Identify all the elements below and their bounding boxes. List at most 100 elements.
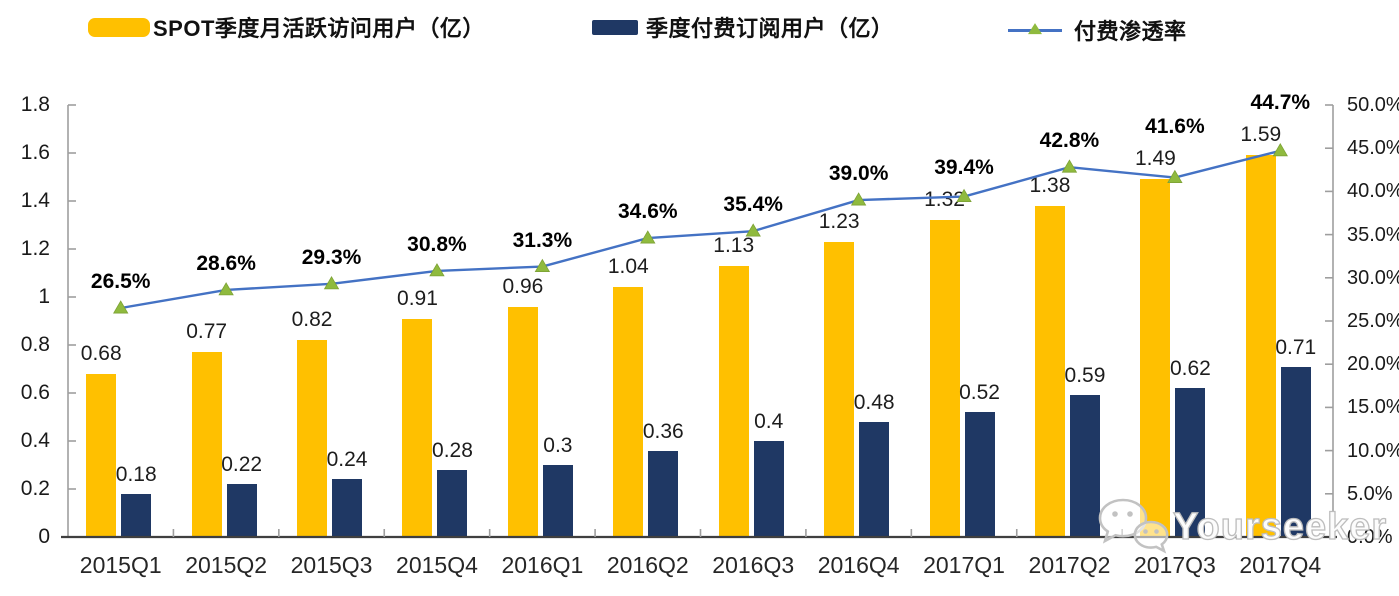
- bar-subscribers-value-label: 0.52: [959, 381, 1000, 405]
- bar-mau: [929, 220, 960, 537]
- penetration-point-marker-icon: [218, 282, 234, 296]
- penetration-line: [120, 149, 1281, 310]
- bar-subscribers-value-label: 0.59: [1064, 364, 1106, 388]
- x-axis-category-label: 2016Q3: [712, 552, 795, 578]
- left-axis-tick-label: 0.4: [20, 429, 50, 452]
- right-axis-tick-label: 45.0%: [1347, 137, 1399, 160]
- bar-mau: [718, 265, 749, 537]
- penetration-point-marker-icon: [113, 300, 129, 314]
- penetration-legend-triangle-icon: [1028, 23, 1042, 35]
- right-axis-tick-label: 5.0%: [1347, 482, 1393, 505]
- bar-mau-value-label: 1.32: [924, 188, 965, 212]
- penetration-percent-label: 30.8%: [407, 232, 467, 256]
- bar-subscribers: [542, 465, 573, 537]
- bar-subscribers: [332, 479, 363, 537]
- x-axis-category-label: 2015Q2: [185, 552, 268, 578]
- watermark-text: Yourseeker: [1172, 505, 1388, 548]
- x-axis-category-label: 2017Q1: [923, 552, 1005, 578]
- watermark: Yourseeker: [1093, 496, 1387, 558]
- bar-mau-value-label: 0.96: [502, 274, 544, 298]
- bar-mau-value-label: 1.04: [607, 255, 649, 279]
- bar-mau: [402, 318, 433, 537]
- penetration-percent-label: 42.8%: [1039, 129, 1100, 153]
- penetration-percent-label: 26.5%: [90, 270, 151, 294]
- left-axis-tick-label: 0.8: [20, 333, 50, 356]
- bar-subscribers-value-label: 0.28: [432, 438, 473, 462]
- bar-mau: [191, 352, 222, 537]
- bar-mau: [86, 373, 117, 537]
- bar-subscribers: [437, 469, 468, 537]
- bar-mau: [1245, 155, 1276, 537]
- legend-item-penetration: 付费渗透率: [1008, 16, 1187, 44]
- penetration-legend-line-icon: [1008, 23, 1062, 35]
- bar-subscribers: [648, 450, 679, 537]
- left-axis-tick-label: 0.6: [20, 381, 50, 404]
- bar-mau-value-label: 1.13: [713, 233, 755, 257]
- bar-subscribers-value-label: 0.71: [1275, 335, 1317, 359]
- x-axis-category-label: 2015Q1: [79, 552, 162, 578]
- left-axis-tick-label: 1.4: [20, 189, 50, 212]
- bar-mau-value-label: 0.68: [80, 341, 122, 365]
- bar-mau: [507, 306, 538, 537]
- penetration-percent-label: 41.6%: [1145, 115, 1205, 139]
- mau-legend-swatch-icon: [88, 17, 150, 37]
- bar-subscribers-value-label: 0.24: [326, 448, 368, 472]
- penetration-point-marker-icon: [640, 230, 656, 244]
- bar-mau-value-label: 1.23: [818, 209, 860, 233]
- penetration-point-marker-icon: [429, 263, 445, 277]
- cropped-yellow-artifact: [118, 0, 165, 7]
- right-axis-tick-label: 35.0%: [1347, 223, 1399, 246]
- right-axis-tick-label: 40.0%: [1347, 180, 1399, 203]
- subscribers-legend-label: 季度付费订阅用户（亿）: [646, 16, 894, 41]
- bar-mau: [613, 287, 644, 537]
- x-axis-category-label: 2017Q4: [1239, 552, 1322, 578]
- x-axis-category-label: 2017Q2: [1028, 552, 1111, 578]
- bar-subscribers-value-label: 0.3: [543, 434, 573, 457]
- bar-subscribers: [964, 412, 995, 537]
- right-axis-tick-label: 0.0%: [1347, 526, 1393, 548]
- penetration-percent-label: 31.3%: [512, 228, 573, 252]
- subscribers-legend-swatch-icon: [592, 19, 638, 35]
- bar-mau-value-label: 0.91: [397, 286, 438, 310]
- x-axis-category-label: 2016Q1: [501, 552, 584, 578]
- bar-mau: [1034, 205, 1065, 537]
- x-axis-category-label: 2016Q4: [817, 552, 900, 578]
- right-axis-tick-label: 50.0%: [1347, 94, 1399, 116]
- left-axis-tick-label: 1.2: [20, 237, 50, 260]
- mau-legend-label: SPOT季度月活跃访问用户（亿）: [153, 16, 485, 41]
- bar-subscribers: [753, 441, 784, 537]
- right-axis-tick-label: 20.0%: [1347, 353, 1399, 376]
- x-axis-category-label: 2015Q3: [290, 552, 373, 578]
- penetration-point-marker-icon: [534, 258, 551, 272]
- bar-mau: [1140, 179, 1171, 537]
- bar-subscribers: [1175, 388, 1206, 537]
- penetration-legend-label: 付费渗透率: [1074, 19, 1187, 44]
- left-axis-tick-label: 1.8: [20, 93, 50, 116]
- penetration-percent-label: 44.7%: [1250, 91, 1311, 115]
- x-axis-category-label: 2015Q4: [396, 552, 478, 578]
- left-axis-tick-label: 1.6: [20, 141, 50, 164]
- penetration-percent-label: 29.3%: [301, 245, 362, 269]
- bar-subscribers-value-label: 0.36: [642, 419, 684, 443]
- bar-subscribers: [121, 493, 152, 537]
- bar-subscribers: [226, 484, 257, 537]
- right-axis-tick-label: 10.0%: [1347, 439, 1399, 462]
- legend-item-mau: SPOT季度月活跃访问用户（亿）: [88, 13, 485, 41]
- bar-mau-value-label: 0.82: [291, 308, 333, 332]
- left-axis-tick-label: 0: [38, 525, 50, 548]
- bar-subscribers-value-label: 0.4: [754, 410, 784, 433]
- penetration-point-marker-icon: [850, 192, 867, 206]
- bar-mau-value-label: 1.38: [1029, 173, 1071, 197]
- x-axis-category-label: 2016Q2: [606, 552, 689, 578]
- bar-mau: [297, 340, 328, 537]
- left-axis-tick-label: 0.2: [20, 477, 50, 500]
- bar-subscribers: [1280, 366, 1311, 537]
- bar-mau-value-label: 1.59: [1240, 123, 1282, 147]
- legend-item-subscribers: 季度付费订阅用户（亿）: [592, 13, 894, 41]
- penetration-point-marker-icon: [1061, 159, 1078, 173]
- penetration-percent-label: 39.0%: [828, 162, 889, 186]
- bar-subscribers: [1069, 395, 1100, 537]
- bar-mau-value-label: 1.49: [1134, 147, 1176, 171]
- penetration-point-marker-icon: [323, 276, 340, 290]
